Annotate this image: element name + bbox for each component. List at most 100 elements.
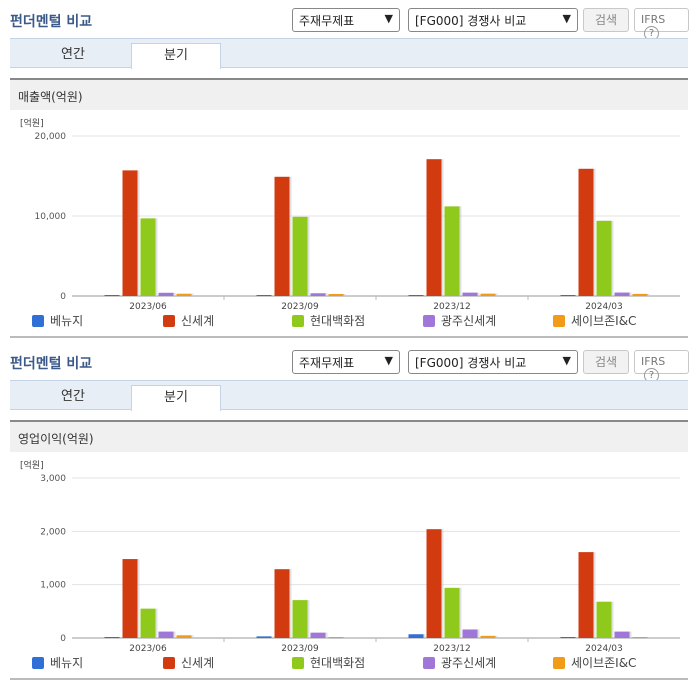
chevron-down-icon: ▼ xyxy=(562,12,571,25)
bar-0 xyxy=(104,637,120,638)
bar-1 xyxy=(578,552,594,638)
legend-label: 세이브존I&C xyxy=(571,314,636,328)
bar-0 xyxy=(256,636,272,638)
chevron-down-icon: ▼ xyxy=(384,12,393,25)
y-tick-label: 0 xyxy=(60,634,66,644)
period-tabs: 연간 분기 xyxy=(10,38,688,69)
legend-label: 신세계 xyxy=(181,314,214,328)
legend-label: 신세계 xyxy=(181,656,214,670)
y-tick-label: 3,000 xyxy=(40,474,66,484)
bar-3 xyxy=(310,632,326,638)
bar-1 xyxy=(578,168,594,296)
bar-3 xyxy=(158,631,174,638)
divider xyxy=(10,678,688,680)
divider xyxy=(10,336,688,338)
tab-quarterly[interactable]: 분기 xyxy=(131,385,221,411)
y-tick-label: 2,000 xyxy=(40,527,66,537)
bar-1 xyxy=(122,170,138,296)
legend-label: 베뉴지 xyxy=(50,314,83,328)
bar-0 xyxy=(408,634,424,638)
legend-swatch xyxy=(553,657,565,669)
bar-4 xyxy=(632,637,648,638)
ifrs-button[interactable]: IFRS? xyxy=(634,350,689,383)
bar-3 xyxy=(462,629,478,638)
bar-1 xyxy=(274,176,290,296)
operating-profit-chart-svg: [억원] 0 1,000 2,000 3,000 2023/06 2023/09 2023/1… xyxy=(20,459,680,670)
chart-subtitle: 매출액(억원) xyxy=(10,78,688,110)
compare-select[interactable]: [FG000] 경쟁사 비교 ▼ xyxy=(408,8,578,32)
x-tick-label: 2023/12 xyxy=(433,302,470,312)
bar-2 xyxy=(444,587,460,638)
legend-swatch xyxy=(292,657,304,669)
statement-select[interactable]: 주재무제표 ▼ xyxy=(292,350,400,374)
tab-annual[interactable]: 연간 xyxy=(61,47,85,62)
legend-label: 광주신세계 xyxy=(441,656,496,670)
panel-header: 펀더멘털 비교 주재무제표 ▼ [FG000] 경쟁사 비교 ▼ 검색 IFRS? xyxy=(0,342,696,383)
chevron-down-icon: ▼ xyxy=(562,354,571,367)
y-tick-label: 20,000 xyxy=(35,132,67,142)
y-unit-label: [억원] xyxy=(20,459,44,471)
legend-label: 세이브존I&C xyxy=(571,656,636,670)
x-tick-label: 2024/03 xyxy=(585,302,622,312)
bar-0 xyxy=(560,295,576,296)
compare-select[interactable]: [FG000] 경쟁사 비교 ▼ xyxy=(408,350,578,374)
bar-4 xyxy=(176,293,192,296)
x-tick-label: 2023/06 xyxy=(129,302,167,312)
bar-2 xyxy=(140,608,156,638)
legend-swatch xyxy=(423,657,435,669)
statement-select[interactable]: 주재무제표 ▼ xyxy=(292,8,400,32)
bar-2 xyxy=(596,220,612,296)
bar-4 xyxy=(176,635,192,638)
y-tick-label: 10,000 xyxy=(35,212,67,222)
panel-revenue: 펀더멘털 비교 주재무제표 ▼ [FG000] 경쟁사 비교 ▼ 검색 IFRS? … xyxy=(0,0,696,342)
bar-4 xyxy=(480,293,496,296)
legend-swatch xyxy=(292,315,304,327)
bar-1 xyxy=(274,569,290,638)
x-tick-label: 2023/09 xyxy=(281,644,319,654)
legend-swatch xyxy=(32,315,44,327)
x-tick-label: 2024/03 xyxy=(585,644,622,654)
legend-label: 베뉴지 xyxy=(50,656,83,670)
legend-swatch xyxy=(423,315,435,327)
bar-4 xyxy=(632,293,648,296)
bar-0 xyxy=(104,295,120,296)
bar-3 xyxy=(158,292,174,296)
y-tick-label: 1,000 xyxy=(40,581,66,591)
bar-4 xyxy=(328,637,344,638)
legend-swatch xyxy=(163,315,175,327)
bar-1 xyxy=(426,529,442,638)
bar-4 xyxy=(480,635,496,638)
y-unit-label: [억원] xyxy=(20,117,44,129)
tab-annual[interactable]: 연간 xyxy=(61,389,85,404)
legend-label: 광주신세계 xyxy=(441,314,496,328)
bar-4 xyxy=(328,294,344,296)
period-tabs: 연간 분기 xyxy=(10,380,688,411)
legend-swatch xyxy=(163,657,175,669)
bar-2 xyxy=(596,601,612,638)
tab-quarterly[interactable]: 분기 xyxy=(131,43,221,69)
search-button[interactable]: 검색 xyxy=(583,350,629,374)
bar-1 xyxy=(426,159,442,296)
bar-2 xyxy=(292,600,308,638)
search-button[interactable]: 검색 xyxy=(583,8,629,32)
page-title: 펀더멘털 비교 xyxy=(10,14,93,30)
ifrs-button[interactable]: IFRS? xyxy=(634,8,689,41)
bar-2 xyxy=(444,206,460,296)
chevron-down-icon: ▼ xyxy=(384,354,393,367)
legend-swatch xyxy=(553,315,565,327)
bar-0 xyxy=(560,637,576,638)
bar-3 xyxy=(310,293,326,296)
bar-0 xyxy=(256,295,272,296)
panel-operating-profit: 펀더멘털 비교 주재무제표 ▼ [FG000] 경쟁사 비교 ▼ 검색 IFRS? … xyxy=(0,342,696,684)
page-title: 펀더멘털 비교 xyxy=(10,356,93,372)
revenue-chart-svg: [억원] 0 10,000 20,000 2023/06 2023/09 2023/12 20… xyxy=(20,117,680,328)
bar-2 xyxy=(140,218,156,296)
bar-1 xyxy=(122,559,138,638)
x-tick-label: 2023/09 xyxy=(281,302,319,312)
legend-label: 현대백화점 xyxy=(310,314,365,328)
panel-header: 펀더멘털 비교 주재무제표 ▼ [FG000] 경쟁사 비교 ▼ 검색 IFRS? xyxy=(0,0,696,41)
x-tick-label: 2023/06 xyxy=(129,644,167,654)
x-tick-label: 2023/12 xyxy=(433,644,470,654)
bar-2 xyxy=(292,216,308,296)
legend-swatch xyxy=(32,657,44,669)
